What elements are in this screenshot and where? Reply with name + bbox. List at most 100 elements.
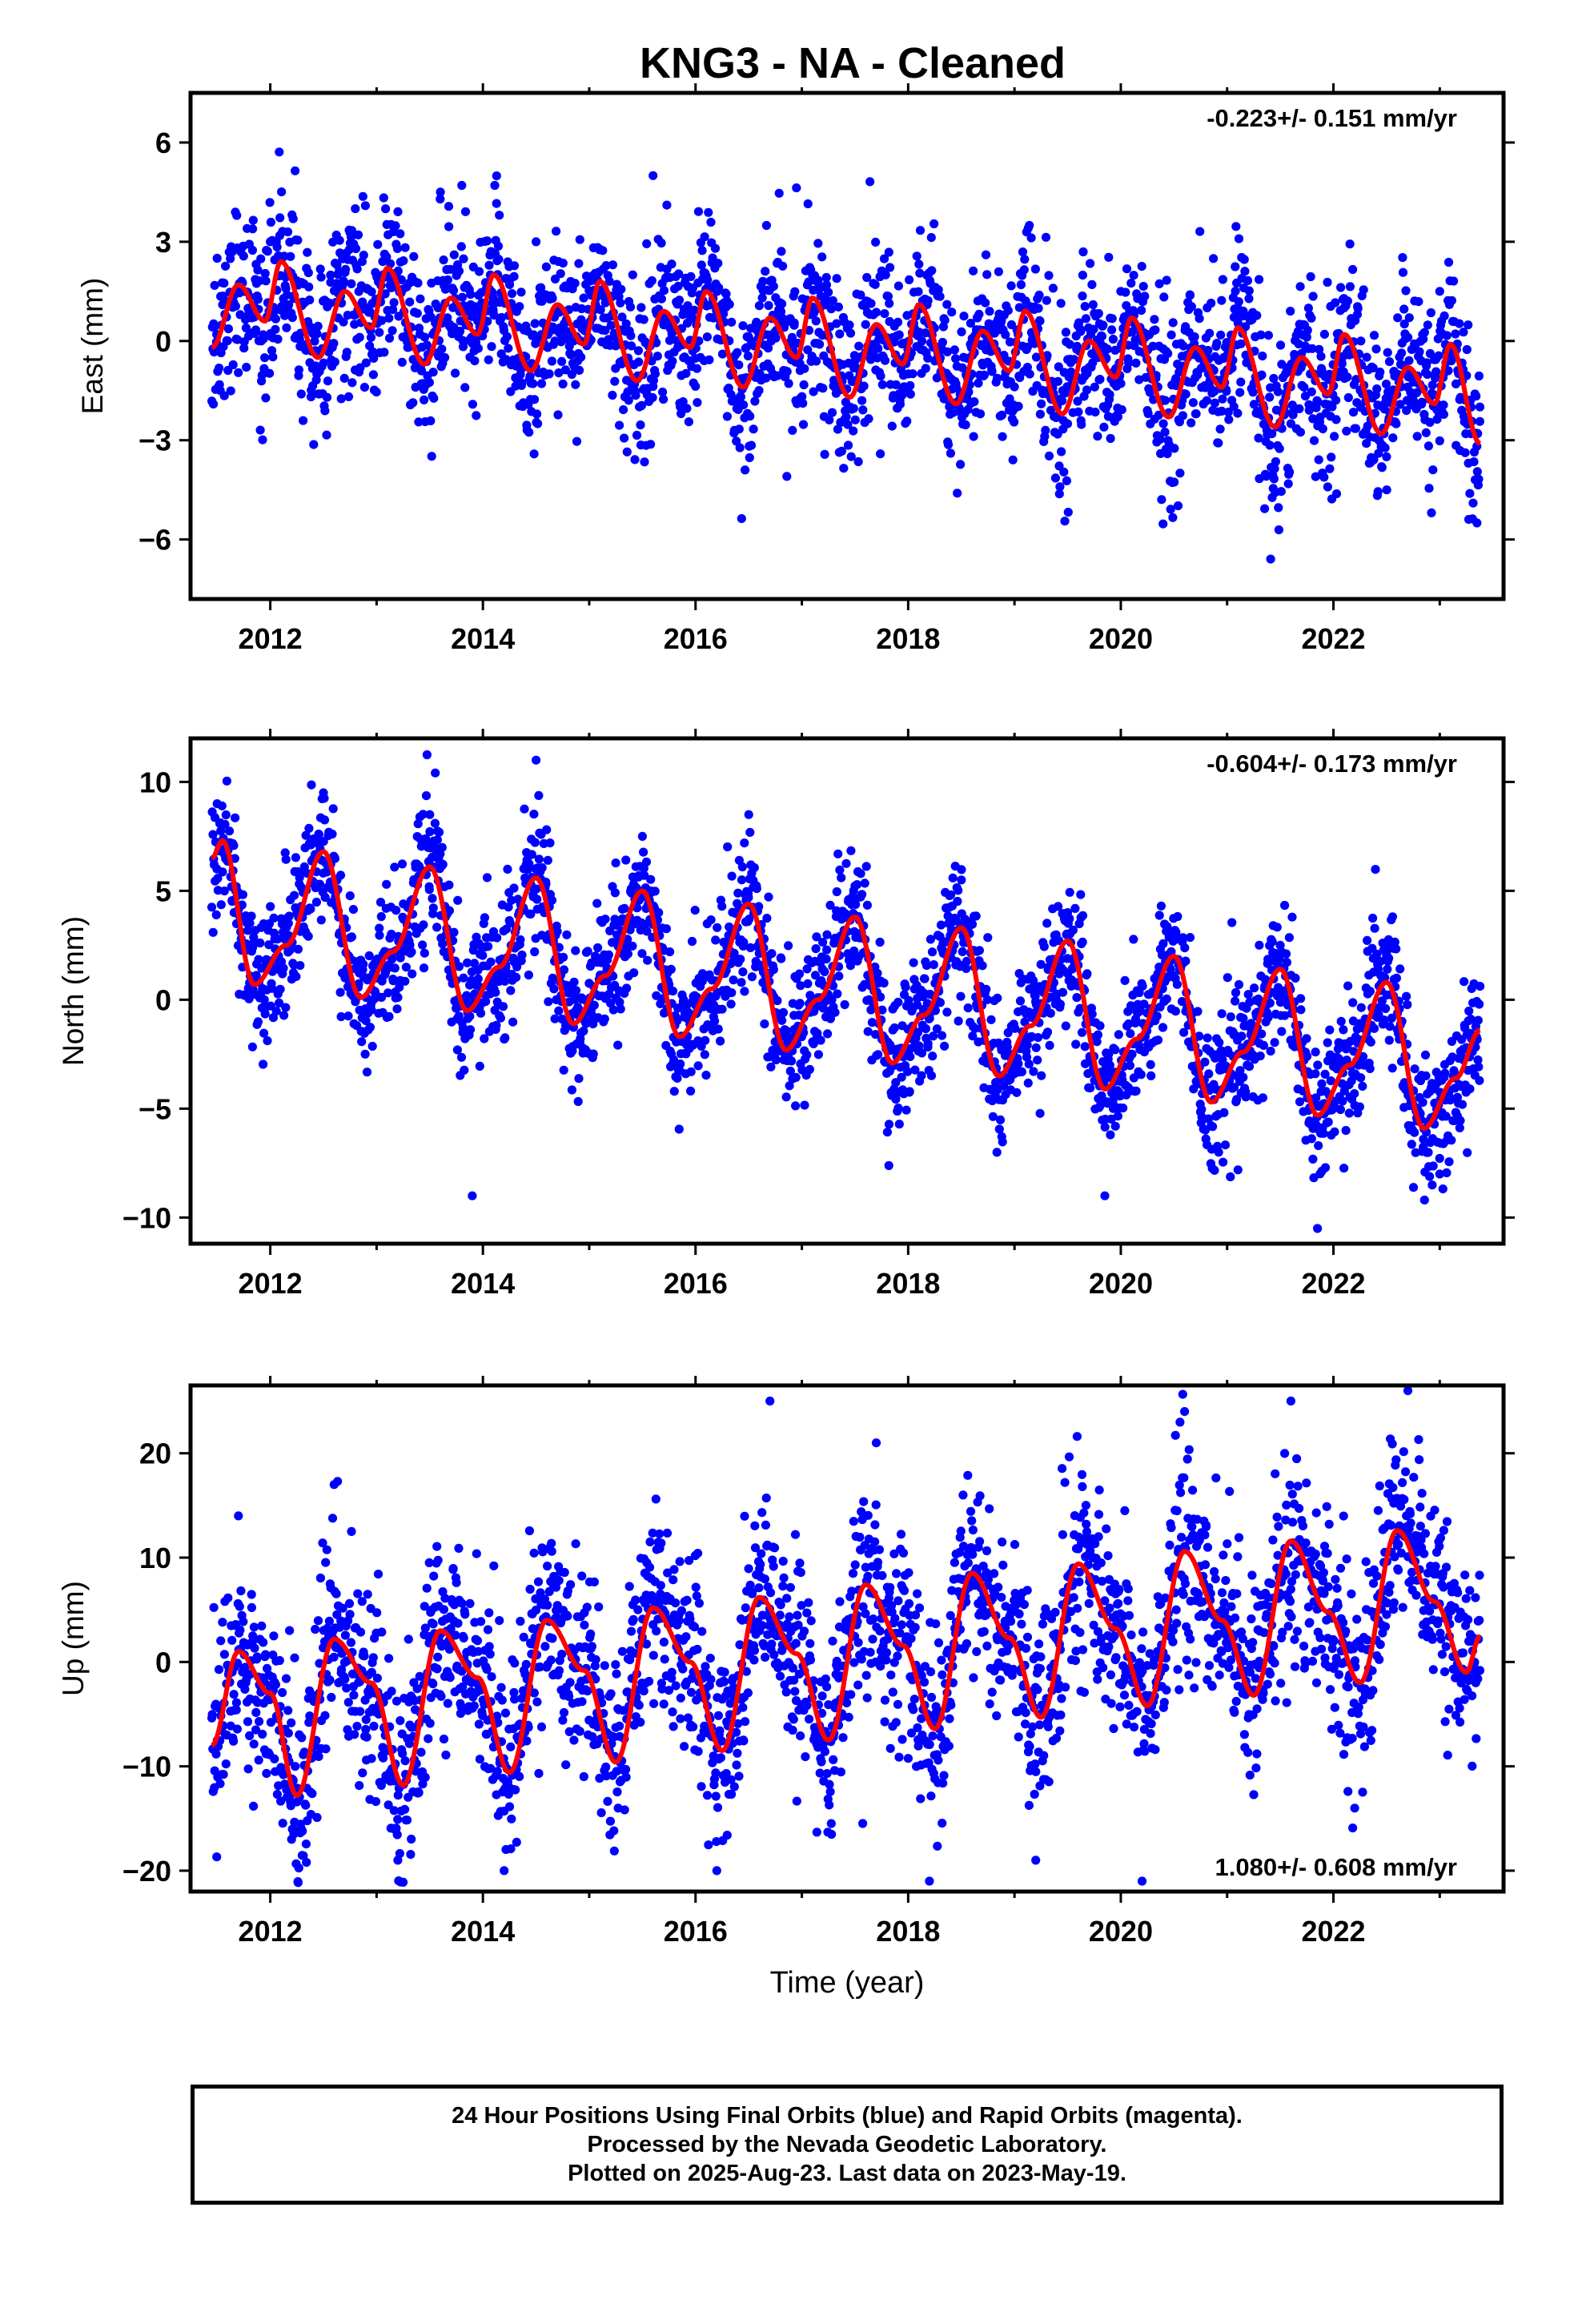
data-point	[792, 183, 801, 193]
data-point	[1030, 264, 1040, 274]
data-point	[283, 227, 293, 237]
data-point	[929, 960, 938, 970]
data-point	[232, 211, 242, 220]
data-point	[420, 395, 429, 404]
data-point	[571, 380, 580, 389]
data-point	[733, 348, 742, 357]
data-point	[894, 330, 904, 340]
data-point	[420, 948, 429, 958]
data-point	[1173, 911, 1182, 922]
data-point	[552, 227, 561, 236]
data-point	[339, 373, 349, 383]
data-point	[1231, 987, 1241, 998]
data-point	[1323, 1117, 1333, 1127]
data-point	[1243, 990, 1253, 999]
data-point	[1303, 304, 1313, 313]
data-point	[418, 810, 428, 819]
data-point	[512, 972, 521, 982]
rate-annotation: -0.223+/- 0.151 mm/yr	[1207, 104, 1457, 132]
data-point	[611, 858, 620, 868]
data-point	[243, 926, 253, 935]
data-point	[1127, 1049, 1137, 1059]
data-point	[1138, 981, 1147, 991]
data-point	[1265, 392, 1275, 402]
data-point	[1126, 279, 1136, 288]
data-point	[1125, 1061, 1134, 1071]
data-point	[761, 267, 770, 276]
data-point	[320, 893, 330, 903]
data-point	[213, 874, 223, 883]
data-point	[686, 1067, 696, 1076]
data-point	[739, 400, 749, 410]
data-point	[1395, 400, 1405, 409]
data-point	[778, 261, 788, 271]
data-point	[1113, 412, 1122, 422]
data-point	[1331, 298, 1340, 308]
data-point	[361, 1016, 371, 1026]
data-point	[827, 408, 837, 417]
data-point	[1002, 1042, 1012, 1051]
data-point	[1424, 484, 1434, 493]
data-point	[1054, 362, 1063, 372]
data-point	[997, 410, 1007, 420]
data-point	[908, 369, 917, 379]
data-point	[303, 268, 313, 278]
data-point	[550, 1014, 560, 1023]
data-point	[392, 243, 402, 253]
data-point	[567, 350, 576, 360]
data-point	[601, 261, 611, 271]
scatter-points	[207, 750, 1485, 1233]
data-point	[1303, 325, 1312, 335]
data-point	[982, 995, 992, 1004]
data-point	[701, 1035, 710, 1045]
data-point	[387, 929, 396, 939]
data-point	[492, 1020, 501, 1030]
data-point	[304, 282, 314, 292]
data-point	[1343, 392, 1353, 403]
data-point	[208, 400, 219, 409]
data-point	[275, 147, 284, 157]
data-point	[1348, 264, 1358, 275]
data-point	[1415, 347, 1424, 356]
data-point	[1323, 482, 1332, 492]
data-point	[1200, 1057, 1210, 1067]
data-point	[600, 915, 610, 924]
data-point	[1217, 296, 1227, 305]
data-point	[1339, 1164, 1349, 1173]
outlier-point	[1435, 287, 1444, 296]
data-point	[1023, 1078, 1033, 1088]
data-point	[1281, 949, 1291, 959]
data-point	[785, 1066, 795, 1076]
data-point	[534, 854, 544, 864]
data-point	[766, 1062, 776, 1072]
data-point	[273, 935, 283, 944]
data-point	[862, 272, 872, 283]
data-point	[371, 388, 381, 397]
x-tick-label: 2022	[1301, 622, 1365, 655]
data-point	[545, 838, 555, 848]
data-point	[289, 891, 299, 900]
data-point	[1197, 1104, 1207, 1114]
data-point	[484, 942, 493, 951]
data-point	[496, 312, 507, 323]
data-point	[444, 202, 454, 211]
data-point	[1081, 314, 1090, 324]
data-point	[335, 870, 346, 880]
data-point	[873, 968, 882, 978]
data-point	[1195, 314, 1204, 324]
data-point	[234, 368, 243, 377]
data-point	[1265, 440, 1275, 450]
data-point	[1209, 254, 1219, 263]
data-point	[1404, 313, 1414, 323]
data-point	[1475, 402, 1485, 412]
data-point	[1166, 947, 1176, 956]
data-point	[575, 365, 584, 375]
data-point	[341, 264, 351, 274]
data-point	[1231, 262, 1240, 271]
data-point	[1031, 352, 1042, 362]
data-point	[1153, 1035, 1163, 1045]
data-point	[661, 924, 672, 934]
data-point	[373, 239, 383, 249]
data-point	[275, 984, 285, 994]
data-point	[1239, 255, 1249, 264]
